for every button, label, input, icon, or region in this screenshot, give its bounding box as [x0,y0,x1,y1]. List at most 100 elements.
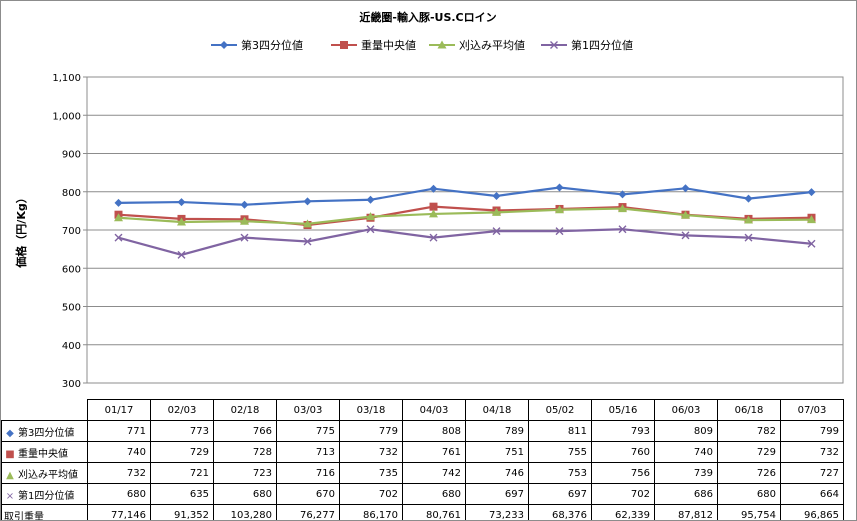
data-point [177,250,186,259]
data-point [303,197,312,206]
data-point [618,204,627,213]
y-tick-label: 700 [62,226,81,237]
table-cell: 771 [87,420,151,442]
table-row-label: × 第1四分位値 [1,483,88,505]
data-point [555,183,564,192]
y-tick-label: 500 [62,303,81,314]
data-point [429,233,438,242]
table-cell: 808 [402,420,466,442]
data-point [114,233,123,242]
data-point [114,213,123,222]
series-marker-icon: × [5,490,15,502]
series-4 [114,225,816,259]
data-point [681,184,690,193]
data-point [492,227,501,236]
line-chart: 近畿圏-輸入豚-US.Cロイン 第3四分位値 重量中央値 刈込み平均値 第1四分位値 … [14,10,844,390]
data-point [681,210,690,219]
table-cell: 753 [528,462,592,484]
x-tick-label: 03/03 [276,399,340,421]
data-point [114,198,123,207]
y-tick-label: 400 [62,341,81,352]
data-point [744,233,753,242]
table-cell: 716 [276,462,340,484]
table-cell: 740 [654,441,718,463]
table-cell: 87,812 [654,504,718,520]
table-cell: 686 [654,483,718,505]
table-cell: 811 [528,420,592,442]
x-tick-label: 07/03 [780,399,844,421]
y-tick-label: 1,000 [52,111,81,122]
table-cell: 670 [276,483,340,505]
table-cell: 62,339 [591,504,655,520]
series-name: 第1四分位値 [18,490,75,502]
table-cell: 740 [87,441,151,463]
data-point [555,227,564,236]
table-cell: 732 [339,441,403,463]
table-cell: 739 [654,462,718,484]
y-axis-ticks: 300 400 500 600 700 800 900 1,000 1,100 [52,73,87,390]
table-cell: 729 [150,441,214,463]
table-cell: 761 [402,441,466,463]
data-point [240,200,249,209]
data-point [744,215,753,224]
table-cell: 793 [591,420,655,442]
data-point [807,239,816,248]
table-row-label: 取引重量 [1,504,88,520]
y-tick-label: 1,100 [52,73,81,84]
x-tick-label: 02/18 [213,399,277,421]
table-cell: 732 [87,462,151,484]
series-1 [114,183,816,209]
legend-label: 第1四分位値 [571,38,633,52]
series-name: 第3四分位値 [18,427,75,439]
data-point [366,212,375,221]
x-tick-label: 03/18 [339,399,403,421]
table-cell: 702 [591,483,655,505]
table-cell: 697 [465,483,529,505]
table-cell: 721 [150,462,214,484]
series-line [118,228,812,257]
table-cell: 742 [402,462,466,484]
table-row-label: ■ 重量中央値 [1,441,88,463]
table-corner [1,399,88,421]
table-cell: 86,170 [339,504,403,520]
table-cell: 95,754 [717,504,781,520]
x-tick-label: 01/17 [87,399,151,421]
data-point [555,205,564,214]
data-point [429,202,438,211]
series-line [118,186,812,206]
table-cell: 760 [591,441,655,463]
table-row-label: ▲ 刈込み平均値 [1,462,88,484]
series-marker-icon: ▲ [6,469,14,481]
chart-title: 近畿圏-輸入豚-US.Cロイン [359,10,496,24]
table-row-label: ◆ 第3四分位値 [1,420,88,442]
table-cell: 91,352 [150,504,214,520]
table-row: ■ 重量中央値 740 729 728 713 732 761 751 755 760 740 729 7… [1,441,844,463]
table-cell: 789 [465,420,529,442]
table-cell: 680 [87,483,151,505]
data-point [492,207,501,216]
y-tick-label: 300 [62,379,81,390]
x-tick-label: 02/03 [150,399,214,421]
table-cell: 746 [465,462,529,484]
y-tick-label: 900 [62,150,81,161]
table-cell: 76,277 [276,504,340,520]
table-cell: 68,376 [528,504,592,520]
data-point [240,233,249,242]
data-point [429,209,438,218]
table-cell: 73,233 [465,504,529,520]
table-cell: 680 [213,483,277,505]
data-point [303,219,312,228]
table-cell: 726 [717,462,781,484]
data-point [240,216,249,225]
table-row-volume: 取引重量 77,146 91,352 103,280 76,277 86,170 80,76… [1,504,844,520]
table-cell: 664 [780,483,844,505]
table-cell: 80,761 [402,504,466,520]
x-tick-label: 04/03 [402,399,466,421]
series-line [118,207,812,225]
table-row: ◆ 第3四分位値 771 773 766 775 779 808 789 811 793 809 782… [1,420,844,442]
data-point [807,215,816,224]
y-tick-label: 800 [62,188,81,199]
series-marker-icon: ◆ [6,427,14,439]
table-cell: 766 [213,420,277,442]
